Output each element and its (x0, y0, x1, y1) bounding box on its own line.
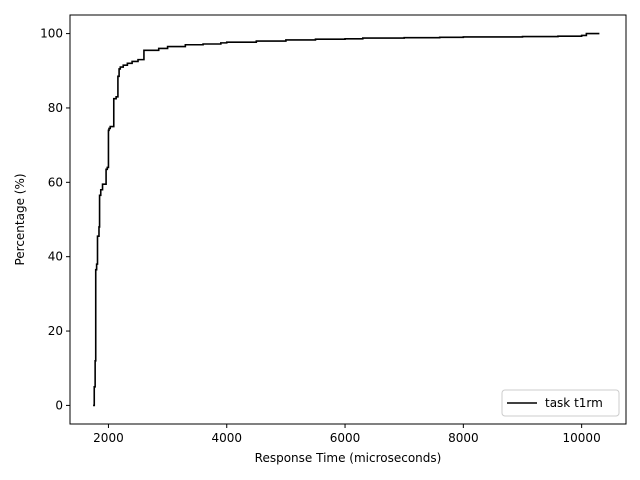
legend: task t1rm (501, 389, 620, 417)
x-tick-label: 2000 (93, 431, 124, 445)
y-tick-label: 40 (48, 250, 63, 264)
x-tick-label: 10000 (563, 431, 601, 445)
y-tick-label: 0 (55, 398, 63, 412)
y-tick-label: 20 (48, 324, 63, 338)
x-tick-label: 8000 (448, 431, 479, 445)
x-axis-label: Response Time (microseconds) (255, 451, 442, 465)
y-axis-label: Percentage (%) (13, 173, 27, 265)
y-tick-label: 80 (48, 101, 63, 115)
legend-label: task t1rm (545, 396, 603, 410)
axis-ticks: 2000 4000 6000 8000 10000 0 20 40 60 80 100 (40, 27, 601, 445)
y-tick-label: 60 (48, 175, 63, 189)
axes-frame (69, 14, 627, 425)
y-tick-label: 100 (40, 27, 63, 41)
x-tick-label: 4000 (211, 431, 242, 445)
legend-box (501, 389, 620, 417)
series-line-task-t1rm (93, 32, 600, 407)
x-tick-label: 6000 (330, 431, 361, 445)
